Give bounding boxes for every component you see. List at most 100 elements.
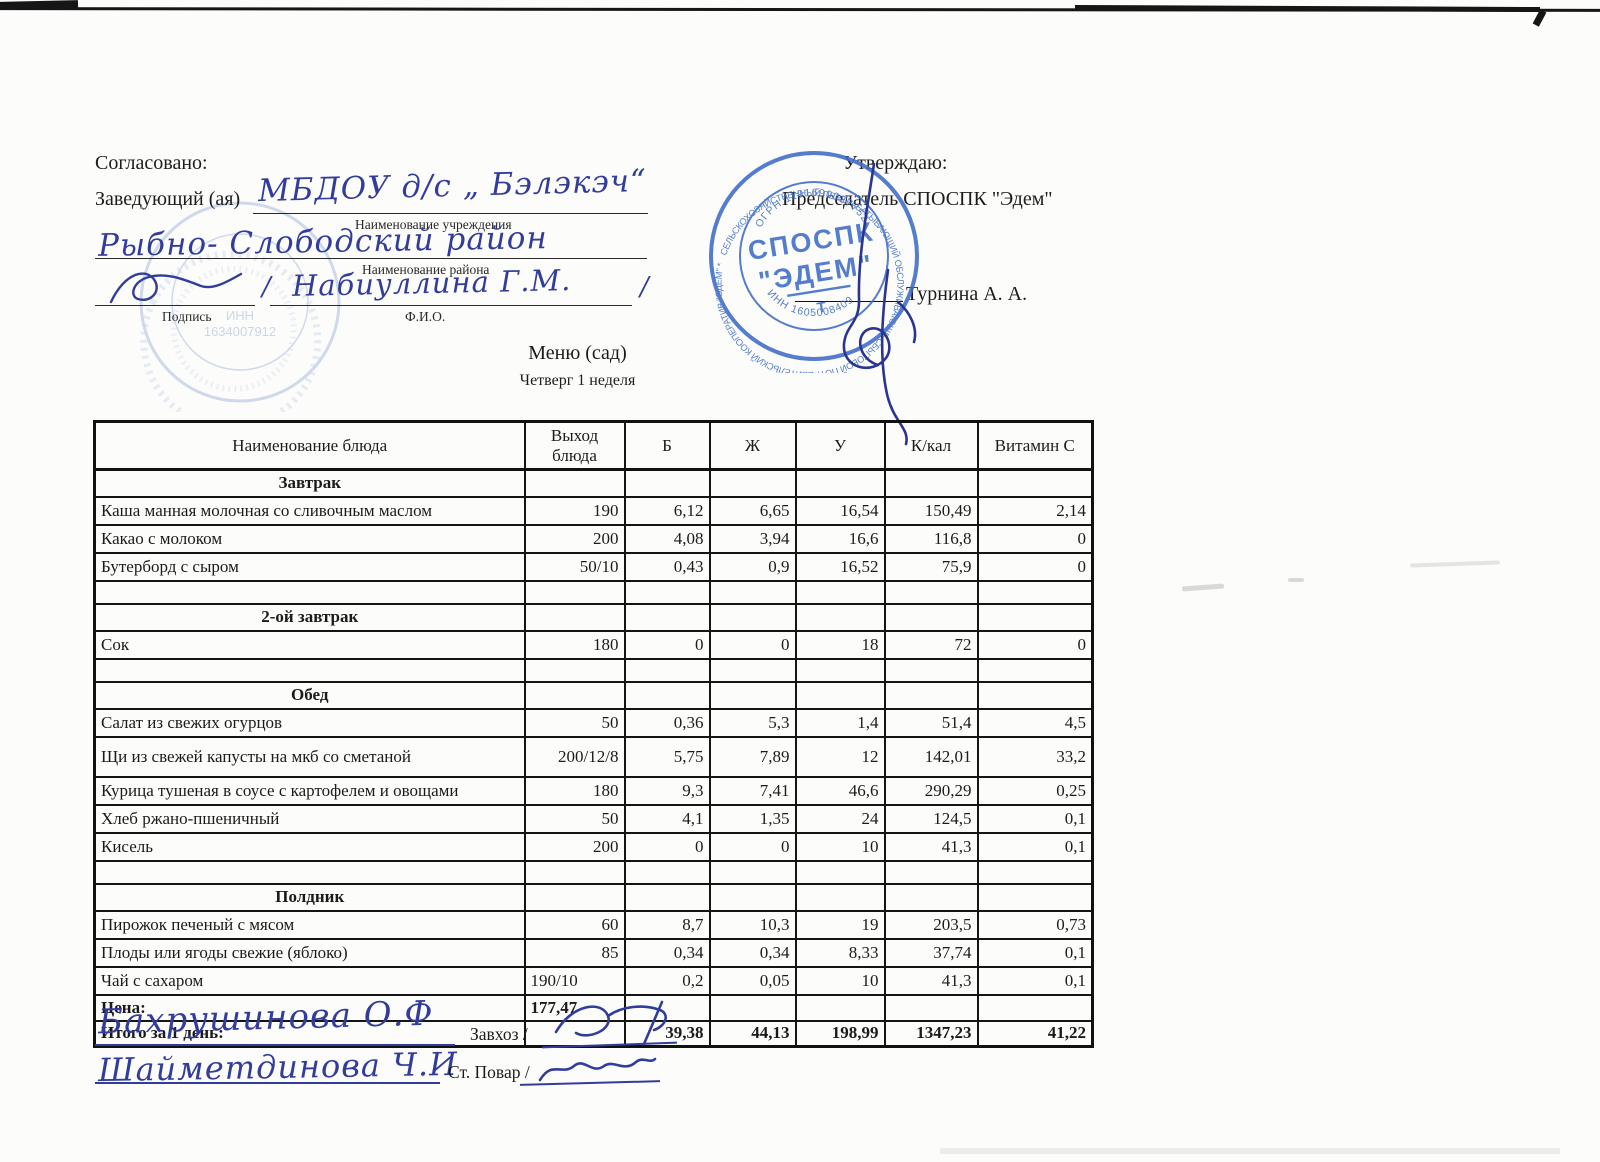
menu-table: Наименование блюда Выход блюда Б Ж У К/кал Вит… [93,420,1094,1048]
value-cell [794,859,886,885]
value-cell [794,657,886,683]
value-cell [708,882,797,912]
item-row: Какао с молоком 200 4,08 3,94 16,6 116,8 0 [93,523,1094,554]
value-cell: 8,7 [623,909,711,940]
value-cell: 41,22 [976,1019,1094,1048]
scan-noise-bottom [940,1148,1560,1154]
value-cell: 0 [976,551,1094,582]
value-cell [708,993,797,1022]
approver-role: Председатель СПОСПК "Эдем" [782,188,1053,210]
value-cell [708,468,797,498]
value-cell [523,602,626,632]
agreed-title: Согласовано: [95,152,208,174]
value-cell: 10 [794,965,886,996]
value-cell: 0,1 [976,803,1094,834]
faint-institution-stamp: ИНН 1634007912 [139,201,341,412]
value-cell: 200/12/8 [523,735,626,778]
value-cell [976,657,1094,683]
value-cell: 19 [794,909,886,940]
empty-row [93,579,1094,605]
item-row: Плоды или ягоды свежие (яблоко) 85 0,34 0,3… [93,937,1094,968]
dish-name-cell [93,859,526,885]
value-cell: 0 [708,629,797,660]
value-cell: 6,12 [623,495,711,526]
value-cell: 12 [794,735,886,778]
value-cell: 50/10 [523,551,626,582]
dish-name-cell: 2-ой завтрак [93,602,526,632]
dish-name-cell: Завтрак [93,468,526,498]
signature-underline [95,305,255,306]
value-cell: 0,36 [623,707,711,738]
value-cell: 39,38 [623,1019,711,1048]
value-cell: 116,8 [883,523,979,554]
organization-stamp: СЕЛЬСКОХОЗЯЙСТВЕННЫЙ ПЕРЕРАБАТЫВАЮЩИЙ ОБ… [709,151,919,373]
dish-name-cell: Какао с молоком [93,523,526,554]
value-cell: 0,25 [976,775,1094,806]
value-cell [976,993,1094,1022]
value-cell: 190/10 [523,965,626,996]
value-cell: 0,34 [708,937,797,968]
value-cell [623,882,711,912]
value-cell: 0 [976,523,1094,554]
item-row: Чай с сахаром 190/10 0,2 0,05 10 41,3 0,1 [93,965,1094,996]
dish-name-cell: Плоды или ягоды свежие (яблоко) [93,937,526,968]
value-cell [976,859,1094,885]
value-cell: 198,99 [794,1019,886,1048]
dish-name-cell: Сок [93,629,526,660]
value-cell [794,680,886,710]
value-cell: 6,65 [708,495,797,526]
head-role-label: Заведующий (ая) [95,188,241,210]
value-cell: 290,29 [883,775,979,806]
value-cell: 0,1 [976,965,1094,996]
value-cell: 8,33 [794,937,886,968]
value-cell: 50 [523,803,626,834]
value-cell [523,579,626,605]
dish-name-cell: Итого за 1 день: [93,1019,526,1048]
value-cell: 60 [523,909,626,940]
dish-name-cell: Салат из свежих огурцов [93,707,526,738]
value-cell: 1,35 [708,803,797,834]
value-cell: 41,3 [883,831,979,862]
fio-handwriting: Набиуллина Г.М. [291,263,572,303]
scan-smudge [1288,578,1304,582]
value-cell: 9,3 [623,775,711,806]
total-row: Итого за 1 день: 39,38 44,13 198,99 1347,23 4… [93,1019,1094,1048]
value-cell: 24 [794,803,886,834]
institution-caption: Наименование учреждения [355,217,512,232]
column-header: У [794,420,886,471]
dish-name-cell: Пирожок печеный с мясом [93,909,526,940]
dish-name-cell: Щи из свежей капусты на мкб со сметаной [93,735,526,778]
value-cell: 10 [794,831,886,862]
value-cell: 85 [523,937,626,968]
empty-row [93,657,1094,683]
section-row: 2-ой завтрак [93,602,1094,632]
povar-signature-scribble [538,1057,657,1082]
value-cell [976,882,1094,912]
value-cell: 3,94 [708,523,797,554]
value-cell: 142,01 [883,735,979,778]
value-cell: 190 [523,495,626,526]
value-cell [623,680,711,710]
fio-caption: Ф.И.О. [405,309,446,324]
dish-name-cell: Обед [93,680,526,710]
item-row: Курица тушеная в соусе с картофелем и ов… [93,775,1094,806]
value-cell [883,993,979,1022]
value-cell: 0 [708,831,797,862]
zavhoz-underline [95,1044,455,1046]
value-cell [523,468,626,498]
povar-underline [95,1082,440,1084]
value-cell [708,602,797,632]
value-cell: 16,52 [794,551,886,582]
value-cell [794,468,886,498]
value-cell: 46,6 [794,775,886,806]
value-cell [523,657,626,683]
value-cell [976,680,1094,710]
dish-name-cell: Бутерборд с сыром [93,551,526,582]
povar-label: Ст. Повар / [448,1062,530,1082]
value-cell [883,602,979,632]
value-cell: 0,34 [623,937,711,968]
value-cell [623,579,711,605]
menu-subtitle: Четверг 1 неделя [519,372,636,389]
faint-stamp-inn-number: 1634007912 [204,324,276,339]
